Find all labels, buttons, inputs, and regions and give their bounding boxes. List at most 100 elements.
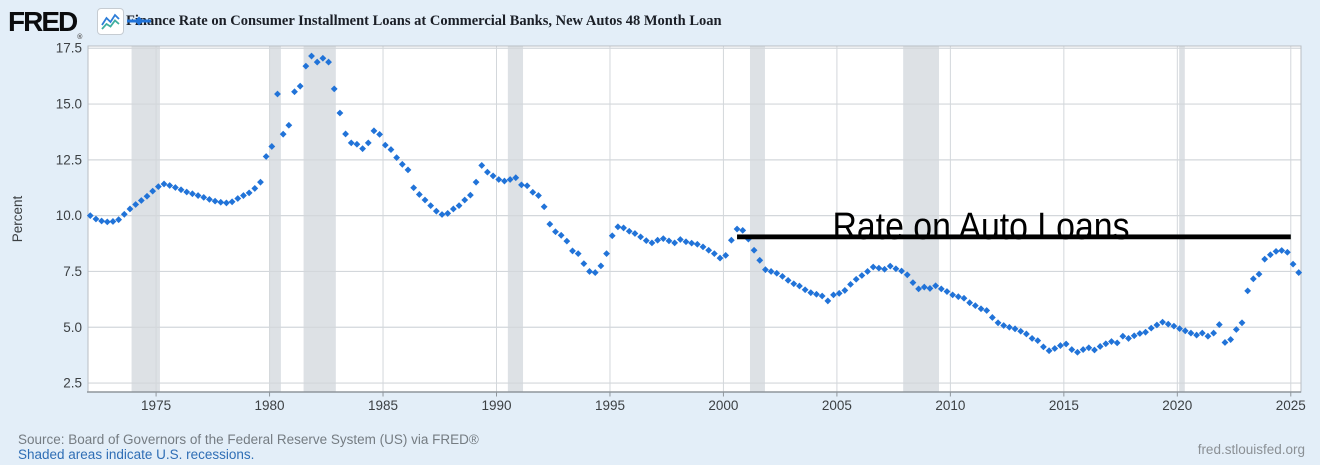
data-point-marker — [1266, 251, 1274, 259]
fred-logo-chart-icon — [97, 8, 124, 35]
y-tick-label: 10.0 — [56, 208, 82, 223]
data-point-marker — [790, 280, 798, 288]
fred-logo[interactable]: FRED® — [8, 6, 82, 41]
data-point-marker — [659, 235, 667, 243]
data-point-marker — [274, 90, 281, 98]
data-point-marker — [489, 172, 497, 180]
data-point-marker — [756, 256, 764, 264]
data-point-marker — [523, 182, 531, 190]
data-point-marker — [279, 130, 287, 138]
data-point-marker — [665, 237, 673, 245]
data-point-marker — [937, 285, 945, 293]
data-point-marker — [1289, 260, 1297, 268]
data-point-marker — [864, 268, 871, 275]
data-point-marker — [949, 291, 957, 299]
data-point-marker — [988, 314, 996, 321]
data-point-marker — [824, 297, 832, 305]
data-point-marker — [801, 286, 809, 294]
data-point-marker — [1028, 335, 1036, 342]
data-point-marker — [852, 275, 860, 283]
data-point-marker — [807, 289, 815, 297]
data-point-marker — [285, 121, 293, 129]
fred-site-link[interactable]: fred.stlouisfed.org — [1197, 442, 1305, 457]
data-point-marker — [597, 262, 605, 270]
data-point-marker — [223, 199, 230, 207]
data-point-marker — [943, 288, 951, 295]
data-point-marker — [586, 268, 593, 275]
data-point-marker — [722, 251, 730, 259]
recession-shading-link[interactable]: Shaded areas indicate U.S. recessions. — [18, 447, 255, 462]
y-axis-title: Percent — [10, 195, 25, 242]
data-point-marker — [620, 224, 627, 232]
data-point-marker — [932, 282, 940, 290]
data-point-marker — [1005, 323, 1013, 331]
data-point-marker — [86, 212, 94, 220]
data-point-marker — [920, 283, 928, 291]
data-point-marker — [762, 266, 769, 274]
legend-entry[interactable]: Finance Rate on Consumer Installment Loa… — [126, 8, 722, 34]
data-point-marker — [1000, 322, 1008, 329]
data-point-marker — [308, 52, 315, 60]
data-point-marker — [1238, 319, 1246, 327]
data-point-marker — [784, 276, 792, 284]
data-point-marker — [813, 290, 820, 298]
data-point-marker — [671, 239, 679, 247]
data-point-marker — [1074, 348, 1081, 356]
data-point-marker — [206, 195, 213, 203]
data-point-marker — [926, 285, 934, 292]
data-point-marker — [455, 202, 463, 210]
data-point-marker — [971, 302, 979, 310]
data-point-marker — [449, 205, 457, 213]
data-point-marker — [966, 299, 974, 307]
data-point-marker — [257, 178, 264, 186]
data-point-marker — [325, 58, 332, 66]
data-point-marker — [228, 198, 236, 206]
data-point-marker — [535, 192, 542, 199]
data-point-marker — [557, 231, 565, 239]
data-point-marker — [614, 223, 622, 231]
data-point-marker — [217, 198, 225, 206]
data-point-marker — [773, 269, 781, 277]
data-point-marker — [631, 230, 639, 237]
data-point-marker — [1079, 346, 1087, 353]
data-point-marker — [415, 191, 423, 198]
data-point-marker — [268, 143, 276, 150]
x-tick-label: 2020 — [1162, 398, 1192, 413]
data-point-marker — [1176, 325, 1183, 333]
data-point-marker — [1051, 345, 1059, 352]
data-point-marker — [484, 168, 491, 176]
data-point-marker — [410, 184, 418, 192]
data-point-marker — [1034, 337, 1042, 345]
data-point-marker — [625, 227, 633, 235]
data-point-marker — [495, 176, 503, 183]
data-point-marker — [472, 178, 480, 186]
chart-header: FRED® Finance Rate on Consumer Installme… — [0, 0, 1320, 41]
data-point-marker — [915, 285, 923, 293]
data-point-marker — [347, 139, 355, 147]
data-point-marker — [727, 236, 735, 244]
data-point-marker — [699, 243, 707, 251]
data-point-marker — [376, 130, 384, 138]
x-tick-label: 2005 — [822, 398, 852, 413]
x-tick-label: 2015 — [1049, 398, 1079, 413]
recession-band — [749, 46, 765, 392]
data-point-marker — [818, 292, 826, 300]
data-point-marker — [563, 237, 571, 245]
data-point-marker — [869, 263, 877, 271]
data-point-marker — [1011, 325, 1019, 333]
data-point-marker — [892, 265, 900, 273]
y-tick-label: 12.5 — [56, 152, 82, 167]
data-point-marker — [1210, 329, 1218, 337]
data-point-marker — [234, 195, 242, 202]
x-tick-label: 2025 — [1276, 398, 1306, 413]
y-tick-label: 5.0 — [63, 320, 82, 335]
data-point-marker — [688, 239, 696, 247]
data-point-marker — [546, 220, 554, 228]
data-point-marker — [1278, 247, 1286, 254]
data-point-marker — [705, 246, 713, 254]
data-point-marker — [552, 228, 559, 236]
data-point-marker — [461, 196, 469, 204]
data-point-marker — [733, 225, 741, 233]
data-point-marker — [710, 250, 718, 257]
annotation-text: Rate on Auto Loans — [833, 206, 1130, 248]
